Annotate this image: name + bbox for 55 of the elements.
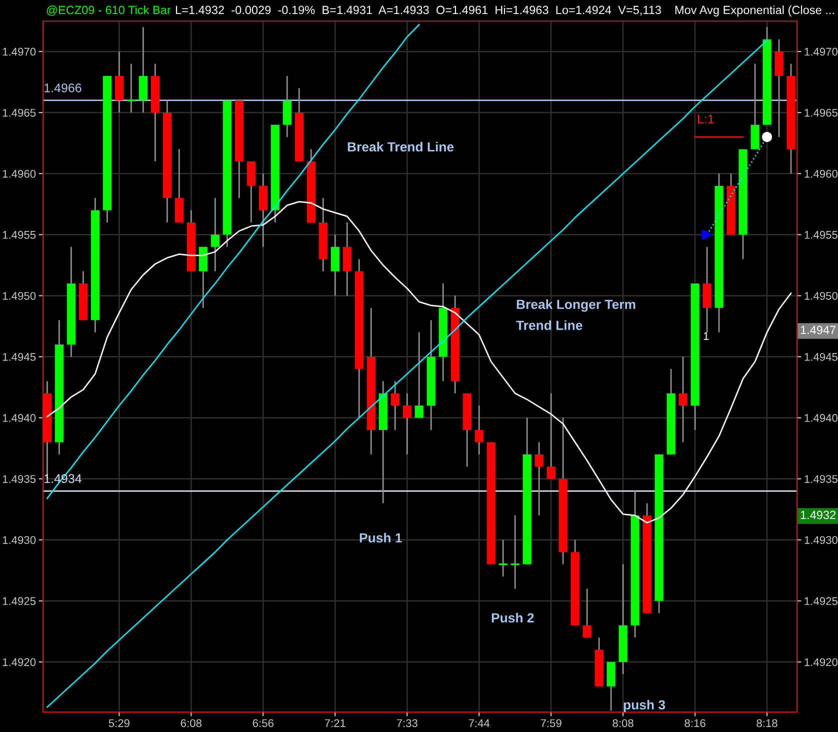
line-series [46, 200, 792, 524]
y-tick-label: 1.4945 [2, 353, 36, 361]
annotation: push 3 [624, 700, 666, 712]
y-tick-label: 1.4940 [2, 414, 36, 422]
x-tick-label: 6:08 [180, 719, 202, 728]
y-tick-label: 1.4970 [2, 48, 36, 56]
y-tick-label: 1.4960 [2, 170, 36, 178]
x-tick-label: 7:44 [468, 719, 490, 727]
annotation: Break Trend Line [348, 142, 454, 152]
x-tick-label: 6:56 [252, 719, 274, 728]
ref-line-label: 1.4966 [44, 83, 82, 92]
x-tick-label: 5:29 [108, 719, 130, 728]
y2-tick-label: 1.4945 [804, 353, 838, 361]
candlestick [402, 392, 412, 456]
y-tick-label: 1.4950 [2, 292, 36, 300]
candlestick [210, 197, 220, 272]
annotation: Push 2 [492, 612, 534, 623]
y2-tick-label: 1.4925 [804, 597, 838, 606]
y2-tick-label: 1.4930 [804, 536, 838, 544]
y2-tick-label: 1.4920 [804, 658, 838, 666]
x-tick-label: 8:08 [612, 719, 634, 728]
candlestick [582, 588, 592, 638]
text: Mov Avg Exponential (Close ... [675, 6, 834, 17]
x-tick-label: 7:33 [396, 719, 418, 728]
y-tick-label: 1.4965 [2, 108, 36, 117]
chart-subtitle: L=1.4932 -0.0029 -0.19% B=1.4931 A=1.4933 O=1.4961 Hi=1.4963 Lo=1.4924 V=5,113 [176, 6, 661, 16]
annotation: Break Longer Term Trend Line [516, 299, 636, 330]
candlestick [546, 392, 556, 480]
y-tick-label: 1.4955 [2, 230, 36, 239]
y2-tick-label: 1.4965 [804, 108, 838, 117]
chart-title: @ECZ09 - 610 Tick Bar [46, 6, 171, 16]
y2-tick-label: 1.4950 [804, 292, 838, 300]
text: 1.4947 [800, 326, 836, 334]
candlestick [534, 442, 544, 516]
y2-tick-label: 1.4970 [804, 48, 838, 56]
y-tick-label: 1.4925 [2, 597, 36, 606]
candlestick [414, 332, 424, 418]
x-tick-label: 7:59 [540, 719, 562, 728]
text: 1.4932 [800, 510, 836, 520]
y2-tick-label: 1.4955 [804, 230, 838, 239]
x-tick-label: 8:16 [684, 719, 706, 728]
y2-tick-label: 1.4940 [804, 414, 838, 422]
y-tick-label: 1.4920 [2, 658, 36, 666]
y2-tick-label: 1.4935 [804, 475, 838, 483]
annotation: 1 [704, 332, 709, 340]
x-tick-label: 8:18 [756, 719, 778, 728]
candlestick [678, 356, 688, 443]
y2-tick-label: 1.4960 [804, 170, 838, 178]
candlestick [390, 380, 400, 431]
x-tick-label: 7:21 [324, 719, 346, 727]
annotation: Push 1 [360, 532, 402, 543]
y-tick-label: 1.4935 [2, 475, 36, 483]
candlestick [474, 404, 484, 456]
y-tick-label: 1.4930 [2, 536, 36, 544]
annotation: L:1 [698, 114, 714, 124]
